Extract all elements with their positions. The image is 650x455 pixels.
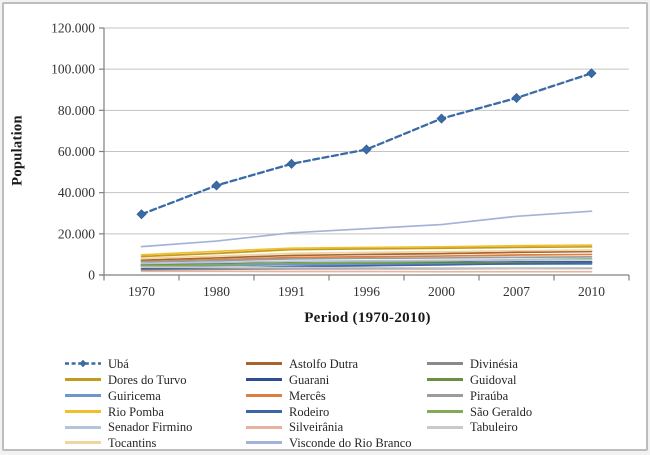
legend-label: Silveirânia (289, 420, 344, 435)
legend-item-uba: Ubá (64, 356, 245, 372)
y-tick-label: 80.000 (58, 103, 95, 118)
series-line-visconde-do-rio-branco (140, 210, 593, 248)
legend-label: Tocantins (108, 436, 157, 451)
legend-swatch-rio-pomba (65, 409, 101, 413)
y-tick-label: 120.000 (51, 21, 95, 36)
y-tick-label: 20.000 (58, 226, 95, 241)
legend-label: Tabuleiro (470, 420, 518, 435)
data-point-marker-uba (361, 144, 372, 155)
x-tick-label: 2000 (428, 284, 455, 299)
legend-item-senador-firmino: Senador Firmino (64, 419, 245, 435)
legend-item-guiricema: Guiricema (64, 388, 245, 404)
x-tick-label: 1996 (353, 284, 380, 299)
legend-swatch-rodeiro (246, 409, 282, 413)
series-line-tocantins (140, 249, 593, 260)
series-line-senador-firmino (140, 258, 593, 265)
legend-item-guarani: Guarani (245, 372, 426, 388)
legend-item-merces: Mercês (245, 388, 426, 404)
series-line-astolfo-dutra (140, 250, 593, 262)
y-tick-label: 100.000 (51, 62, 95, 77)
legend-swatch-merces (246, 393, 282, 397)
legend-swatch-guiricema (65, 393, 101, 397)
legend-swatch-divinesia (427, 362, 463, 366)
x-axis-title: Period (1970-2010) (304, 310, 431, 326)
data-point-marker-uba (511, 92, 522, 104)
legend-item-divinesia: Divinésia (426, 356, 639, 372)
legend-item-sao-geraldo: São Geraldo (426, 403, 639, 419)
series-line-dores-do-turvo (140, 245, 593, 258)
legend-item-rio-pomba: Rio Pomba (64, 403, 245, 419)
legend-swatch-tabuleiro (427, 425, 463, 429)
series-line-tabuleiro (140, 266, 593, 269)
legend-swatch-tocantins (65, 441, 101, 445)
line-chart-plot: 0 20.000 40.000 60.000 80.000 100.000 120.000 1… (51, 21, 630, 299)
series-line-pirauba (140, 256, 593, 263)
data-point-marker-uba (136, 209, 147, 220)
y-axis-title: Population (9, 115, 26, 186)
legend-label: Senador Firmino (108, 420, 193, 435)
legend-item-tabuleiro: Tabuleiro (426, 419, 639, 435)
legend-item-visconde-do-rio-branco: Visconde do Rio Branco (245, 435, 426, 451)
legend-item-tocantins: Tocantins (64, 435, 245, 451)
x-tick-label: 2007 (503, 284, 530, 299)
x-tick-label: 1980 (203, 284, 230, 299)
legend-label: Rio Pomba (108, 404, 164, 419)
legend-swatch-pirauba (427, 393, 463, 397)
legend-label: Visconde do Rio Branco (289, 436, 412, 451)
legend-label: Guarani (289, 372, 330, 387)
legend-label: Guiricema (108, 388, 161, 403)
legend-item-pirauba: Piraúba (426, 388, 639, 404)
legend-swatch-visconde-do-rio-branco (246, 441, 282, 445)
x-tick-label: 2010 (578, 284, 605, 299)
data-point-marker-uba (211, 180, 222, 191)
series-line-rio-pomba (140, 244, 593, 256)
legend-label: São Geraldo (470, 404, 533, 419)
legend-swatch-sao-geraldo (427, 409, 463, 413)
legend-item-silveirania: Silveirânia (245, 419, 426, 435)
x-tick-label: 1991 (278, 284, 305, 299)
y-tick-label: 0 (88, 268, 95, 283)
chart-legend: Ubá Astolfo Dutra Divinésia Dores do Turvo G… (64, 356, 639, 451)
legend-label: Guidoval (470, 372, 517, 387)
legend-label: Astolfo Dutra (289, 357, 359, 372)
legend-item-rodeiro: Rodeiro (245, 403, 426, 419)
data-point-marker-uba (436, 113, 447, 124)
data-point-marker-uba (286, 158, 297, 169)
legend-label: Ubá (108, 357, 129, 372)
legend-item-dores-do-turvo: Dores do Turvo (64, 372, 245, 388)
legend-item-astolfo-dutra: Astolfo Dutra (245, 356, 426, 372)
legend-label: Dores do Turvo (108, 372, 187, 387)
legend-label: Mercês (289, 388, 326, 403)
legend-swatch-guidoval (427, 378, 463, 382)
legend-item-guidoval: Guidoval (426, 372, 639, 388)
legend-swatch-silveirania (246, 425, 282, 429)
legend-swatch-astolfo-dutra (246, 362, 282, 366)
data-point-marker-uba (586, 68, 597, 79)
x-tick-label: 1970 (128, 284, 155, 299)
legend-swatch-dores-do-turvo (65, 378, 101, 382)
legend-label: Divinésia (470, 357, 518, 372)
y-tick-label: 60.000 (58, 144, 95, 159)
legend-swatch-uba (65, 360, 101, 368)
legend-label: Rodeiro (289, 404, 330, 419)
y-tick-label: 40.000 (58, 185, 95, 200)
legend-swatch-senador-firmino (65, 425, 101, 429)
legend-swatch-guarani (246, 378, 282, 382)
legend-label: Piraúba (470, 388, 509, 403)
